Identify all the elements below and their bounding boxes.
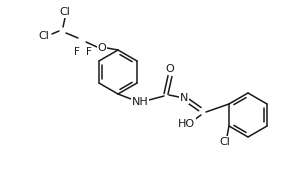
- Text: N: N: [180, 93, 188, 103]
- Text: O: O: [98, 43, 106, 53]
- Text: Cl: Cl: [220, 137, 230, 147]
- Text: F: F: [74, 47, 80, 57]
- Text: NH: NH: [132, 97, 148, 107]
- Text: O: O: [165, 64, 174, 74]
- Text: Cl: Cl: [59, 7, 70, 17]
- Text: Cl: Cl: [39, 31, 50, 41]
- Text: HO: HO: [178, 119, 194, 129]
- Text: F: F: [86, 47, 92, 57]
